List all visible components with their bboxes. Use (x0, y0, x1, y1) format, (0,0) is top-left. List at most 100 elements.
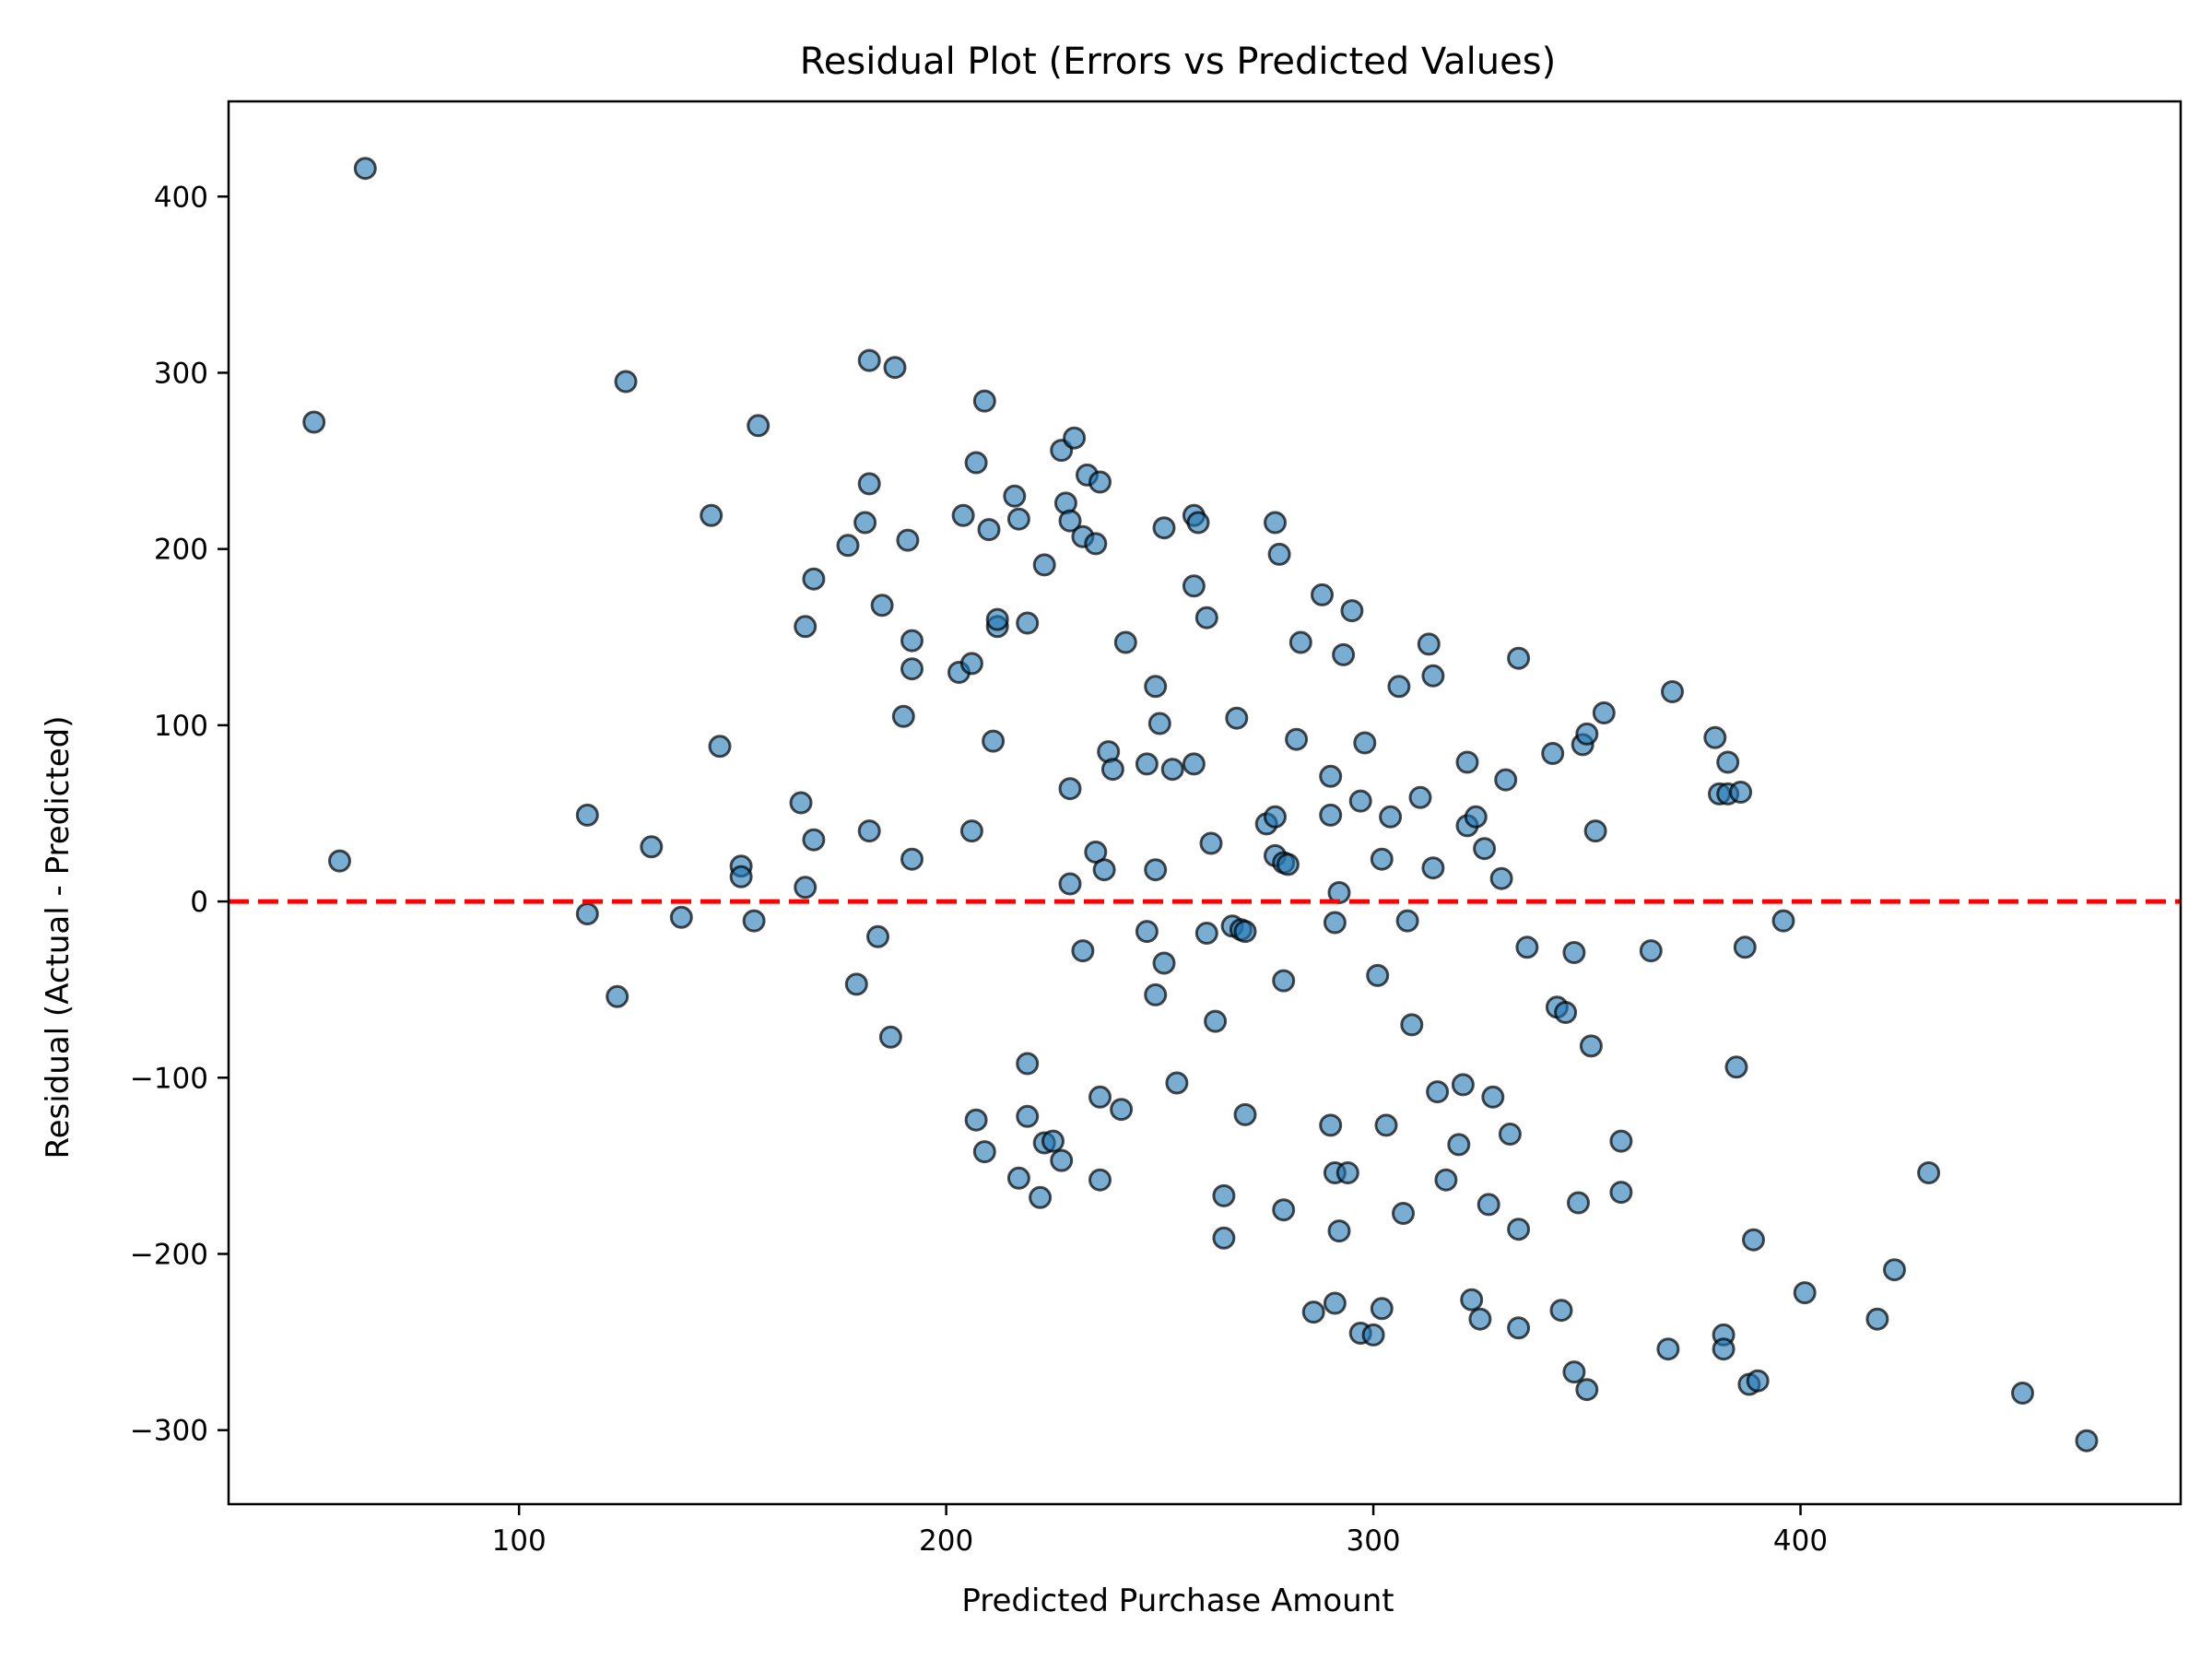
data-point (1233, 920, 1257, 944)
data-point (1421, 856, 1445, 880)
data-point (1264, 511, 1287, 535)
data-point (614, 370, 638, 394)
data-point (1434, 1168, 1458, 1192)
plot-area: 100 200 300 400 −300 −200 −100 0 100 200 300 400 (130, 100, 2183, 1558)
data-point (742, 909, 766, 933)
data-point (896, 528, 920, 552)
data-point (1609, 1181, 1633, 1205)
data-point (1468, 1307, 1492, 1331)
data-point (959, 819, 983, 843)
data-point (1541, 742, 1565, 765)
data-point (1088, 1168, 1112, 1192)
data-point (1656, 1337, 1680, 1361)
data-point (1165, 1071, 1189, 1095)
data-point (1374, 1113, 1398, 1137)
data-point (878, 1025, 902, 1049)
data-point (328, 849, 351, 873)
data-point (857, 472, 881, 496)
data-point (1477, 1193, 1500, 1217)
data-point (1724, 1055, 1748, 1079)
data-point (985, 607, 1009, 631)
data-point (857, 348, 881, 372)
data-point (794, 615, 818, 639)
data-point (977, 518, 1001, 542)
y-tick-label: 100 (154, 710, 208, 743)
data-point (1562, 1360, 1586, 1384)
data-point (1771, 909, 1795, 933)
data-point (708, 735, 732, 759)
y-tick-label: −300 (130, 1415, 208, 1448)
data-point (575, 803, 599, 827)
data-point (1272, 969, 1296, 993)
data-point (1583, 819, 1607, 843)
data-point (1498, 1123, 1522, 1146)
data-point (1408, 785, 1432, 809)
y-tick-label: 300 (154, 357, 208, 390)
data-point (1071, 939, 1095, 963)
data-point (857, 819, 881, 843)
data-point (353, 157, 377, 181)
data-point (1917, 1161, 1941, 1184)
data-point (1084, 532, 1108, 556)
data-point (1323, 911, 1347, 935)
data-point (2075, 1429, 2099, 1453)
y-tick-label: −100 (130, 1062, 208, 1095)
data-point (1609, 1129, 1633, 1153)
data-point (789, 791, 813, 815)
data-point (1276, 853, 1300, 877)
data-point (1712, 1337, 1735, 1361)
data-point (1460, 1288, 1484, 1312)
data-point (1194, 922, 1218, 945)
data-point (1160, 758, 1184, 782)
data-point (1319, 764, 1343, 788)
data-point (1421, 664, 1445, 688)
data-point (1006, 507, 1030, 531)
data-point (1135, 752, 1159, 776)
data-point (1447, 1133, 1471, 1157)
data-point (700, 503, 724, 527)
data-point (1366, 963, 1390, 987)
data-point (1006, 1166, 1030, 1190)
data-point (1575, 722, 1599, 746)
y-axis-label: Residual (Actual - Predicted) (40, 716, 76, 1159)
data-point (1319, 1113, 1343, 1137)
data-point (1370, 1297, 1394, 1321)
data-point (1464, 805, 1488, 829)
x-tick-label: 200 (919, 1524, 973, 1558)
y-tick-label: 200 (154, 534, 208, 567)
data-point (1370, 847, 1394, 871)
data-point (982, 729, 1006, 753)
data-point (1703, 725, 1727, 749)
data-point (1729, 781, 1753, 804)
data-point (1327, 1219, 1351, 1243)
x-tick-label: 300 (1346, 1524, 1400, 1558)
data-point (1733, 935, 1757, 959)
data-point (1212, 1226, 1236, 1250)
data-point (1575, 1378, 1599, 1402)
data-point (951, 503, 975, 527)
data-point (747, 414, 771, 438)
data-point (606, 984, 629, 1008)
data-point (1451, 1073, 1475, 1097)
data-point (1088, 470, 1112, 494)
x-axis-label: Predicted Purchase Amount (961, 1583, 1394, 1619)
data-point (1144, 675, 1168, 699)
data-point (1182, 574, 1206, 598)
data-point (1426, 1080, 1450, 1104)
data-point (1494, 768, 1518, 792)
data-point (729, 865, 753, 888)
data-point (1481, 1085, 1505, 1109)
data-point (1016, 1052, 1040, 1076)
data-point (1199, 831, 1223, 855)
x-tick-label: 400 (1773, 1524, 1828, 1558)
data-point (1100, 758, 1124, 782)
y-tick-label: 0 (190, 886, 208, 919)
data-point (1515, 935, 1539, 959)
data-point (883, 356, 907, 380)
data-point (853, 511, 877, 535)
data-point (1562, 941, 1586, 964)
data-point (1865, 1307, 1889, 1331)
data-point (1029, 1185, 1053, 1209)
data-point (1204, 1009, 1228, 1033)
